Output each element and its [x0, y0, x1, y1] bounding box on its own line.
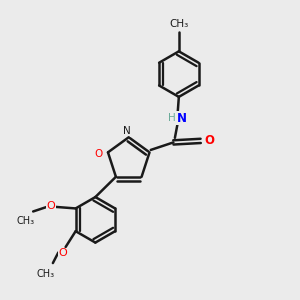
Text: N: N — [177, 112, 187, 124]
Text: CH₃: CH₃ — [36, 269, 54, 279]
Text: O: O — [58, 248, 67, 258]
Text: H: H — [168, 112, 176, 122]
Text: O: O — [46, 201, 55, 211]
Text: CH₃: CH₃ — [169, 19, 188, 29]
Text: N: N — [123, 126, 131, 136]
Text: O: O — [95, 149, 103, 159]
Text: CH₃: CH₃ — [16, 216, 34, 226]
Text: O: O — [205, 134, 215, 147]
